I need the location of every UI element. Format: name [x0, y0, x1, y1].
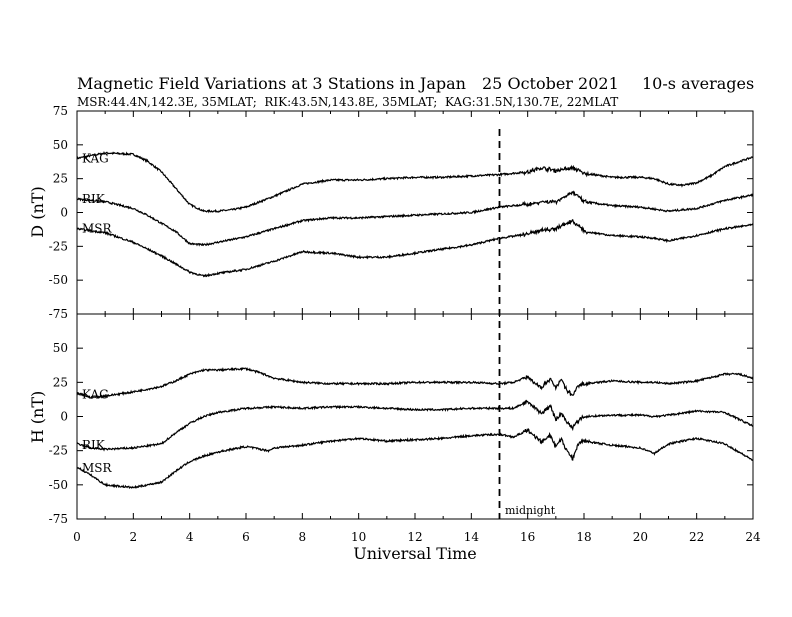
xtick-label: 14: [464, 530, 480, 544]
xtick-label: 4: [186, 530, 194, 544]
xtick-label: 18: [576, 530, 591, 544]
d-ytick-label: -50: [49, 273, 68, 287]
xtick-label: 22: [689, 530, 704, 544]
h-series-msr: [76, 427, 754, 489]
d-series-label-msr: MSR: [82, 222, 113, 236]
h-series-kag: [76, 366, 754, 400]
d-ytick-label: 75: [53, 104, 68, 118]
xtick-label: 24: [745, 530, 761, 544]
h-ytick-label: 50: [53, 341, 68, 355]
d-ytick-label: -25: [49, 239, 68, 253]
h-series-label-msr: MSR: [82, 461, 113, 475]
d-series-label-kag: KAG: [82, 151, 109, 165]
xtick-label: 2: [130, 530, 138, 544]
h-series-label-kag: KAG: [82, 387, 109, 401]
chart-subtitle: MSR:44.4N,142.3E, 35MLAT; RIK:43.5N,143.…: [77, 95, 618, 109]
xtick-label: 6: [242, 530, 250, 544]
midnight-annotation: midnight: [505, 504, 556, 517]
x-axis-title: Universal Time: [353, 544, 476, 563]
xtick-label: 16: [520, 530, 535, 544]
d-series-kag: [76, 150, 754, 214]
d-panel-frame: [76, 110, 754, 315]
xtick-label: 12: [407, 530, 422, 544]
chart-averaging: 10-s averages: [642, 74, 754, 93]
y-axis-title-h: H (nT): [28, 391, 47, 444]
chart-date: 25 October 2021: [482, 74, 619, 93]
h-series-label-rik: RIK: [82, 438, 106, 452]
h-ytick-label: 0: [60, 410, 68, 424]
h-ytick-label: -75: [49, 512, 68, 526]
d-series-rik: [76, 190, 754, 247]
d-ytick-label: 0: [60, 206, 68, 220]
d-ytick-label: -75: [49, 307, 68, 321]
xtick-label: 10: [351, 530, 366, 544]
h-series-rik: [76, 399, 754, 452]
d-series-label-rik: RIK: [82, 192, 106, 206]
xtick-label: 8: [299, 530, 307, 544]
h-ytick-label: -50: [49, 478, 68, 492]
h-ytick-label: 25: [53, 375, 68, 389]
xtick-label: 20: [633, 530, 648, 544]
h-ytick-label: -25: [49, 444, 68, 458]
chart-title: Magnetic Field Variations at 3 Stations …: [77, 74, 466, 93]
y-axis-title-d: D (nT): [28, 186, 47, 237]
d-ytick-label: 25: [53, 172, 68, 186]
d-ytick-label: 50: [53, 138, 68, 152]
xtick-label: 0: [73, 530, 81, 544]
d-series-msr: [76, 218, 753, 278]
plot-area: 75 50 25 0 -25 -50 -75 KAG RIK MSR 50 25 0 -25 -50 -75 K…: [49, 104, 761, 544]
